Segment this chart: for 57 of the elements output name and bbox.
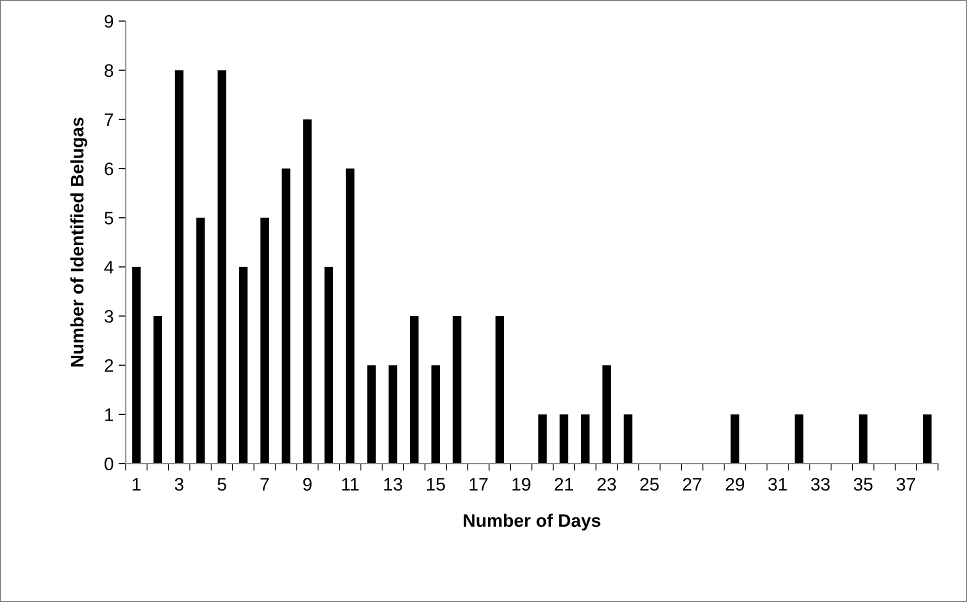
x-tick-label: 13	[384, 478, 402, 491]
x-tick-label: 23	[598, 478, 616, 491]
bar	[410, 316, 419, 464]
y-tick-label: 7	[104, 114, 113, 126]
bar	[367, 365, 376, 464]
bar	[324, 266, 334, 464]
bar	[794, 414, 804, 464]
y-tick-label: 1	[105, 408, 114, 421]
x-tick-label: 31	[768, 478, 787, 491]
bar	[174, 70, 184, 464]
bar	[196, 218, 205, 464]
x-tick-label: 1	[132, 478, 141, 491]
y-tick-label: 8	[104, 64, 114, 77]
y-tick-label: 3	[104, 310, 114, 323]
y-tick-label: 5	[104, 212, 114, 224]
x-tick-label: 33	[811, 478, 830, 491]
bar	[218, 70, 226, 464]
x-tick-label: 7	[260, 478, 269, 491]
bar	[431, 365, 440, 464]
y-tick-label: 0	[104, 457, 114, 470]
bar	[496, 316, 504, 464]
x-tick-label: 27	[683, 478, 702, 491]
bar	[346, 168, 354, 464]
x-tick-label: 19	[512, 478, 530, 491]
bar	[132, 266, 141, 464]
bar	[560, 414, 568, 464]
bar	[538, 414, 547, 464]
x-tick-label: 15	[426, 478, 445, 491]
x-axis-title: Number of Days	[464, 514, 600, 531]
x-tick-label: 25	[640, 478, 659, 491]
x-tick-label: 37	[896, 478, 916, 491]
bar	[260, 218, 269, 464]
bar	[624, 414, 632, 464]
bar	[282, 168, 290, 464]
y-tick-label: 9	[104, 15, 114, 28]
bar	[923, 414, 932, 464]
bar	[154, 316, 162, 464]
y-tick-label: 4	[104, 261, 114, 274]
bar	[602, 365, 611, 464]
x-tick-label: 3	[174, 478, 184, 491]
x-tick-label: 17	[470, 478, 488, 491]
x-tick-label: 29	[726, 478, 744, 491]
y-axis-title: Number of Identified Belugas	[70, 118, 88, 366]
bar	[303, 119, 312, 464]
x-tick-label: 9	[303, 478, 312, 491]
bar	[239, 266, 248, 464]
bar	[388, 365, 398, 464]
x-tick-label: 21	[554, 478, 574, 491]
bar	[730, 414, 740, 464]
x-tick-label: 35	[854, 478, 872, 491]
x-tick-label: 5	[218, 478, 226, 491]
x-tick-label: 11	[342, 478, 359, 491]
bar	[858, 414, 868, 464]
bar	[581, 414, 590, 464]
y-tick-label: 6	[104, 162, 114, 176]
bar	[452, 316, 462, 464]
y-tick-label: 2	[104, 359, 113, 372]
